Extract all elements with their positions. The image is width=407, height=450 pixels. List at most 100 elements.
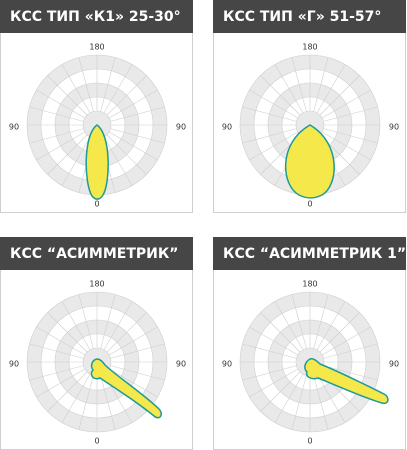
grid-spoke (313, 375, 329, 430)
grid-spoke (36, 131, 86, 161)
grid-spoke (47, 312, 88, 353)
angle-label: 0 (94, 437, 99, 446)
grid-spoke (29, 128, 84, 144)
grid-spoke (249, 368, 299, 398)
grid-spoke (36, 368, 86, 398)
grid-spoke (274, 301, 304, 351)
grid-spoke (29, 106, 84, 122)
panel-title: КСС ТИП «Г» 51-57° (223, 9, 381, 25)
grid-spoke (110, 128, 165, 144)
light-curve (285, 124, 335, 199)
grid-spoke (291, 375, 307, 430)
grid-spoke (47, 371, 88, 412)
grid-spoke (29, 343, 84, 359)
panel: КСС ТИП «Г» 51-57° 180 90 90 0 (213, 0, 406, 213)
grid-spoke (321, 326, 371, 356)
grid-spoke (316, 373, 346, 423)
grid-spoke (108, 89, 158, 119)
grid-spoke (78, 375, 94, 430)
angle-label: 180 (89, 43, 104, 52)
grid-spoke (274, 373, 304, 423)
angle-label: 180 (302, 43, 317, 52)
grid-spoke (319, 75, 360, 116)
grid-spoke (29, 365, 84, 381)
grid-spoke (291, 294, 307, 349)
grid-spoke (103, 301, 133, 351)
grid-spoke (319, 312, 360, 353)
title-bar (0, 0, 193, 33)
grid-spoke (260, 75, 301, 116)
angle-label: 90 (389, 123, 399, 132)
angle-label: 0 (94, 200, 99, 209)
grid-spoke (260, 312, 301, 353)
grid-spoke (108, 368, 158, 398)
grid-spoke (47, 75, 88, 116)
light-curve (304, 358, 389, 405)
light-curve (85, 124, 109, 200)
grid-spoke (78, 294, 94, 349)
panel-title: КСС “АСИММЕТРИК 1” (223, 246, 406, 262)
grid-spoke (106, 312, 147, 353)
grid-spoke (313, 294, 329, 349)
grid-spoke (108, 326, 158, 356)
grid-spoke (100, 57, 116, 112)
grid-spoke (61, 373, 91, 423)
grid-spoke (61, 64, 91, 114)
grid-spoke (103, 136, 133, 186)
angle-label: 0 (307, 437, 312, 446)
grid-spoke (106, 75, 147, 116)
grid-spoke (242, 343, 297, 359)
light-curve (90, 358, 162, 419)
angle-label: 90 (9, 123, 19, 132)
grid-spoke (316, 301, 346, 351)
title-bar (213, 237, 406, 270)
angle-label: 90 (9, 360, 19, 369)
title-bar (0, 237, 193, 270)
angle-label: 90 (176, 360, 186, 369)
grid-spoke (323, 106, 378, 122)
grid-spoke (103, 64, 133, 114)
angle-label: 90 (222, 360, 232, 369)
grid-spoke (291, 57, 307, 112)
grid-spoke (323, 128, 378, 144)
grid-spoke (260, 371, 301, 412)
grid-spoke (242, 106, 297, 122)
angle-label: 90 (176, 123, 186, 132)
angle-label: 90 (222, 123, 232, 132)
grid-spoke (100, 375, 116, 430)
grid-spoke (316, 64, 346, 114)
panel: КСС “АСИММЕТРИК 1” 180 90 90 0 (213, 237, 406, 450)
grid-spoke (108, 131, 158, 161)
grid-spoke (323, 343, 378, 359)
grid-spoke (47, 134, 88, 175)
title-bar (213, 0, 406, 33)
grid-spoke (249, 326, 299, 356)
grid-spoke (242, 365, 297, 381)
panel-title: КСС ТИП «К1» 25-30° (10, 9, 181, 25)
angle-label: 180 (89, 280, 104, 289)
grid-spoke (321, 89, 371, 119)
grid-spoke (323, 365, 378, 381)
grid-spoke (110, 365, 165, 381)
panel-title: КСС “АСИММЕТРИК” (10, 246, 179, 262)
grid-spoke (249, 131, 299, 161)
grid-spoke (106, 134, 147, 175)
grid-spoke (274, 64, 304, 114)
angle-label: 180 (302, 280, 317, 289)
angle-label: 90 (389, 360, 399, 369)
angle-label: 0 (307, 200, 312, 209)
panel: КСС “АСИММЕТРИК” 180 90 90 0 (0, 237, 193, 450)
grid-spoke (110, 106, 165, 122)
grid-spoke (321, 131, 371, 161)
grid-spoke (36, 326, 86, 356)
grid-spoke (78, 57, 94, 112)
grid-spoke (61, 136, 91, 186)
grid-spoke (36, 89, 86, 119)
grid-spoke (249, 89, 299, 119)
grid-spoke (110, 343, 165, 359)
panel: КСС ТИП «К1» 25-30° 180 90 90 0 (0, 0, 193, 213)
grid-spoke (242, 128, 297, 144)
grid-spoke (61, 301, 91, 351)
grid-spoke (100, 294, 116, 349)
